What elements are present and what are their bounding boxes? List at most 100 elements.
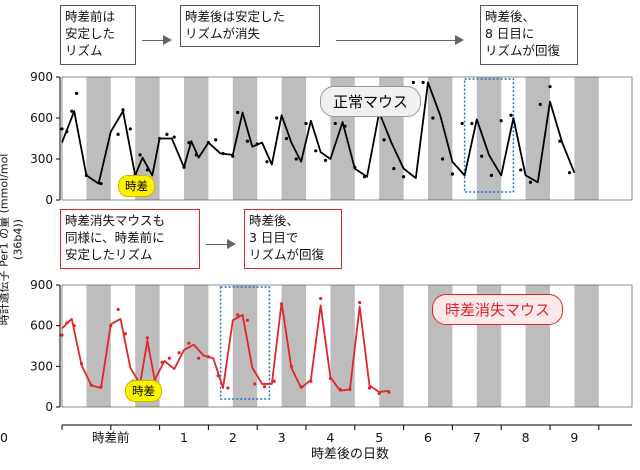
data-point — [441, 157, 445, 161]
data-point — [206, 355, 210, 359]
mutant-mouse-label: 時差消失マウス — [432, 294, 564, 325]
y-tick-label: 600 — [30, 111, 53, 125]
data-point — [99, 182, 103, 186]
data-point — [231, 154, 235, 158]
plot-frame — [61, 284, 633, 408]
data-point — [236, 313, 240, 317]
data-point — [402, 175, 406, 179]
data-point — [367, 386, 372, 390]
data-point — [309, 379, 313, 383]
data-point — [319, 296, 323, 301]
highlight-box — [219, 286, 271, 400]
data-point — [314, 149, 318, 153]
data-point — [145, 168, 149, 172]
x-tick-label: 1 — [180, 430, 188, 445]
data-point — [226, 386, 230, 390]
data-point — [221, 151, 225, 156]
data-point — [470, 121, 474, 126]
data-point — [392, 166, 396, 171]
data-point — [177, 351, 181, 355]
data-point — [450, 172, 454, 176]
y-tick-label: 0 — [45, 400, 53, 414]
night-band — [574, 77, 599, 200]
data-point — [187, 141, 191, 145]
data-point — [338, 387, 342, 391]
data-point — [75, 91, 79, 95]
data-point — [377, 391, 381, 396]
x-tick-label: 時差前 — [92, 430, 130, 445]
data-point — [528, 180, 533, 184]
data-point — [109, 324, 113, 328]
night-band — [184, 285, 209, 407]
plot-frame — [61, 76, 633, 201]
data-point — [348, 387, 352, 391]
data-point — [304, 121, 308, 126]
data-point — [280, 302, 284, 306]
data-point — [387, 390, 391, 394]
annotation-rhythm-lost: 時差後は安定した リズムが消失 — [180, 5, 320, 47]
data-point — [284, 136, 289, 141]
data-point — [558, 139, 562, 143]
x-axis-label: 時差後の日数 — [310, 447, 389, 462]
data-point — [187, 341, 191, 345]
data-point — [421, 80, 425, 85]
data-point — [519, 168, 523, 172]
highlight-box — [463, 78, 515, 193]
jetlag-tag-top: 時差 — [118, 175, 155, 197]
y-axis-label: 時計遺伝子 Per1 の量 (mmol/mol (36b4)) — [0, 153, 25, 326]
data-point — [89, 383, 93, 387]
data-point — [116, 132, 120, 136]
data-point — [245, 318, 250, 322]
series-line — [61, 81, 576, 185]
data-point — [333, 121, 337, 126]
data-point — [272, 379, 276, 383]
arrow-2-head — [455, 35, 464, 45]
y-tick-label: 0 — [45, 193, 53, 207]
night-band — [428, 77, 453, 200]
x-tick-label: 4 — [326, 430, 334, 445]
data-point — [128, 127, 132, 131]
data-point — [116, 307, 120, 311]
y-tick-label: 600 — [30, 319, 53, 333]
data-point — [133, 172, 137, 176]
normal-mouse-label: 正常マウス — [320, 86, 422, 117]
x-tick-label: 10 — [0, 430, 8, 445]
annotation-prejetlag: 時差前は 安定した リズム — [60, 5, 136, 65]
data-point — [167, 356, 171, 360]
night-band — [86, 77, 111, 200]
data-point — [567, 171, 572, 175]
arrow-3 — [206, 244, 228, 245]
data-point — [65, 321, 69, 325]
y-tick-label: 300 — [30, 152, 53, 166]
data-point — [182, 165, 186, 169]
data-point — [299, 385, 303, 389]
night-band — [379, 285, 404, 407]
data-point — [538, 102, 542, 106]
data-point — [145, 336, 149, 340]
data-point — [431, 116, 435, 120]
data-point — [548, 84, 552, 89]
data-point — [265, 160, 269, 164]
x-tick-label: 8 — [522, 430, 530, 445]
data-point — [323, 158, 328, 162]
data-point — [499, 119, 503, 123]
arrow-1 — [142, 40, 164, 41]
data-point — [214, 138, 218, 142]
data-point — [216, 374, 220, 378]
data-point — [84, 173, 88, 177]
y-tick-label: 900 — [30, 70, 53, 84]
jetlag-tag-bottom: 時差 — [125, 380, 162, 402]
x-tick-label: 3 — [278, 430, 286, 445]
night-band — [476, 77, 502, 200]
data-point — [158, 136, 162, 141]
data-point — [362, 175, 367, 179]
data-point — [165, 132, 169, 136]
night-band — [232, 285, 258, 407]
data-point — [480, 154, 484, 158]
data-point — [206, 141, 210, 145]
data-point — [343, 124, 347, 128]
data-point — [460, 121, 464, 126]
annotation-mutant-prejetlag: 時差消失マウスも 同様に、時差前に 安定したリズム — [60, 209, 200, 269]
data-point — [123, 332, 128, 336]
data-point — [60, 333, 64, 337]
